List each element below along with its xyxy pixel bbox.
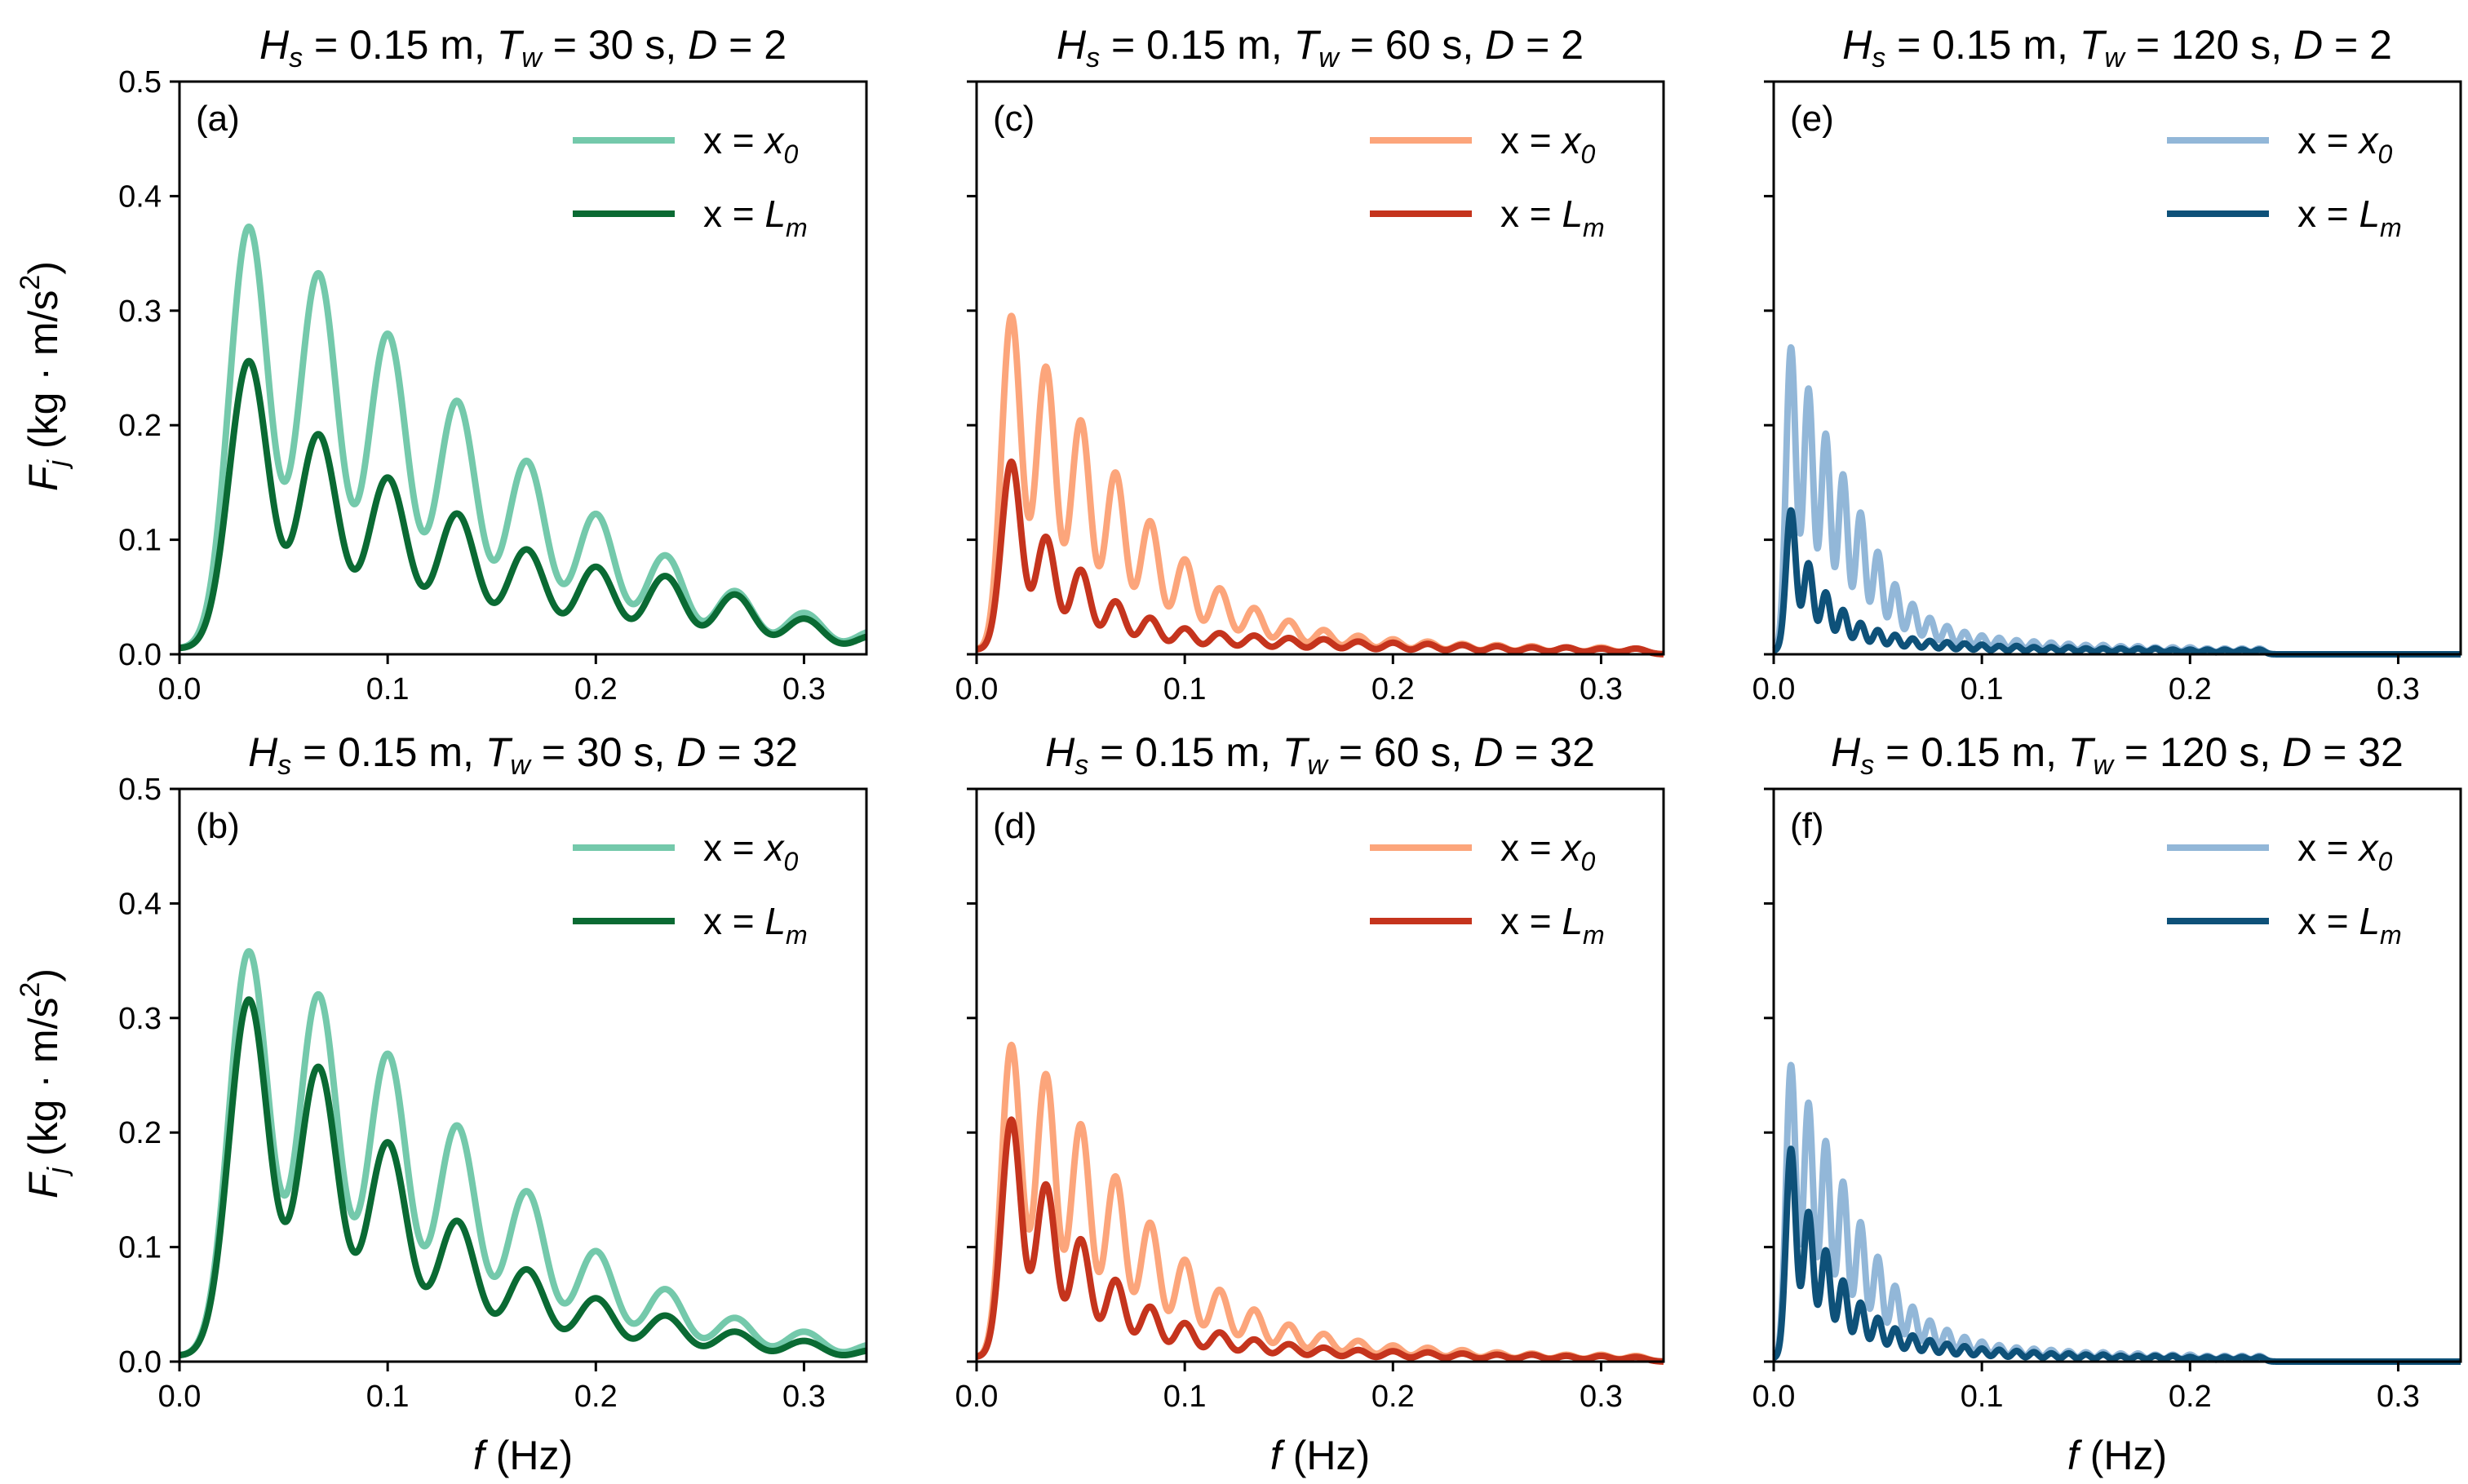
x-tick-label: 0.2 xyxy=(574,1380,618,1414)
x-tick-label: 0.1 xyxy=(1961,1380,2004,1414)
x-tick-label: 0.1 xyxy=(1163,672,1207,707)
axes-frame xyxy=(1772,787,2462,1363)
x-tick-label: 0.0 xyxy=(158,1380,202,1414)
y-axis-label: Fj (kg · m/s2) xyxy=(15,261,73,491)
x-tick-label: 0.3 xyxy=(2377,672,2420,707)
panel-label: (b) xyxy=(196,806,240,846)
x-tick-label: 0.2 xyxy=(2169,672,2212,707)
legend-label-lm: x = Lm xyxy=(703,900,808,950)
series-line-x0 xyxy=(973,1041,1667,1365)
panel-d: Hs = 0.15 m, Tw = 60 s, D = 32 0.0 0.1 0.2 0… xyxy=(955,729,1667,1478)
x-tick-label: 0.0 xyxy=(955,672,999,707)
axes-frame xyxy=(975,80,1665,656)
y-tick-label: 0.4 xyxy=(118,887,162,921)
y-tick-label: 0.2 xyxy=(118,409,162,443)
panel-label: (c) xyxy=(993,99,1035,139)
series-line-x0 xyxy=(176,948,870,1358)
x-tick-label: 0.0 xyxy=(955,1380,999,1414)
x-tick-label: 0.3 xyxy=(2377,1380,2420,1414)
panel-b: Hs = 0.15 m, Tw = 30 s, D = 32 0.0 0.1 0.2 0… xyxy=(15,729,870,1478)
panel-a: Hs = 0.15 m, Tw = 30 s, D = 2 0.0 0.1 0.2 0.… xyxy=(15,22,870,707)
panel-title: Hs = 0.15 m, Tw = 120 s, D = 32 xyxy=(1831,729,2404,781)
x-axis-label: f (Hz) xyxy=(473,1433,573,1478)
series-line-x0 xyxy=(176,223,870,651)
legend-label-lm: x = Lm xyxy=(1500,900,1605,950)
x-tick-label: 0.0 xyxy=(1752,1380,1796,1414)
x-tick-label: 0.1 xyxy=(366,1380,410,1414)
panel-c: Hs = 0.15 m, Tw = 60 s, D = 2 0.0 0.1 0.2 0.… xyxy=(955,22,1667,707)
legend-label-lm: x = Lm xyxy=(2297,900,2402,950)
x-tick-label: 0.2 xyxy=(574,672,618,707)
x-tick-label: 0.2 xyxy=(1371,1380,1415,1414)
y-tick-label: 0.3 xyxy=(118,295,162,329)
y-tick-label: 0.5 xyxy=(118,773,162,807)
panel-label: (f) xyxy=(1790,806,1824,846)
y-tick-label: 0.0 xyxy=(118,638,162,672)
legend-label-lm: x = Lm xyxy=(2297,193,2402,242)
panel-label: (a) xyxy=(196,99,240,139)
legend-label-x0: x = x0 xyxy=(703,119,798,169)
panel-e: Hs = 0.15 m, Tw = 120 s, D = 2 0.0 0.1 0.2 0… xyxy=(1752,22,2464,707)
panel-title: Hs = 0.15 m, Tw = 30 s, D = 2 xyxy=(259,22,786,73)
x-axis-label: f (Hz) xyxy=(2067,1433,2167,1478)
x-tick-label: 0.3 xyxy=(1580,1380,1623,1414)
panel-title: Hs = 0.15 m, Tw = 60 s, D = 2 xyxy=(1057,22,1584,73)
legend-label-lm: x = Lm xyxy=(1500,193,1605,242)
axes-frame xyxy=(975,787,1665,1363)
y-axis-label: Fj (kg · m/s2) xyxy=(15,968,73,1198)
legend-label-x0: x = x0 xyxy=(1500,826,1595,876)
legend-label-x0: x = x0 xyxy=(1500,119,1595,169)
panel-f: Hs = 0.15 m, Tw = 120 s, D = 32 0.0 0.1 0.2… xyxy=(1752,729,2464,1478)
series-line-lm xyxy=(973,458,1667,658)
x-tick-label: 0.0 xyxy=(158,672,202,707)
panel-label: (d) xyxy=(993,806,1037,846)
y-tick-label: 0.4 xyxy=(118,179,162,214)
x-axis-label: f (Hz) xyxy=(1270,1433,1370,1478)
series-line-x0 xyxy=(973,312,1667,658)
y-tick-label: 0.1 xyxy=(118,524,162,558)
x-tick-label: 0.3 xyxy=(782,1380,826,1414)
series-line-x0 xyxy=(1770,343,2464,658)
y-tick-label: 0.0 xyxy=(118,1345,162,1380)
x-tick-label: 0.1 xyxy=(366,672,410,707)
axes-frame xyxy=(1772,80,2462,656)
axes-frame xyxy=(178,787,868,1363)
y-tick-label: 0.5 xyxy=(118,65,162,100)
x-tick-label: 0.1 xyxy=(1163,1380,1207,1414)
y-tick-label: 0.3 xyxy=(118,1002,162,1036)
series-line-lm xyxy=(176,996,870,1359)
y-tick-label: 0.2 xyxy=(118,1116,162,1150)
x-tick-label: 0.0 xyxy=(1752,672,1796,707)
axes-frame xyxy=(178,80,868,656)
series-line-lm xyxy=(1770,507,2464,658)
panel-title: Hs = 0.15 m, Tw = 60 s, D = 32 xyxy=(1045,729,1595,781)
legend-label-x0: x = x0 xyxy=(703,826,798,876)
legend-label-x0: x = x0 xyxy=(2297,119,2392,169)
legend-label-lm: x = Lm xyxy=(703,193,808,242)
series-line-lm xyxy=(176,357,870,652)
series-line-lm xyxy=(973,1116,1667,1365)
panel-title: Hs = 0.15 m, Tw = 120 s, D = 2 xyxy=(1842,22,2392,73)
x-tick-label: 0.2 xyxy=(1371,672,1415,707)
panel-title: Hs = 0.15 m, Tw = 30 s, D = 32 xyxy=(248,729,798,781)
x-tick-label: 0.1 xyxy=(1961,672,2004,707)
x-tick-label: 0.3 xyxy=(782,672,826,707)
x-tick-label: 0.3 xyxy=(1580,672,1623,707)
legend-label-x0: x = x0 xyxy=(2297,826,2392,876)
x-tick-label: 0.2 xyxy=(2169,1380,2212,1414)
panel-label: (e) xyxy=(1790,99,1834,139)
y-tick-label: 0.1 xyxy=(118,1231,162,1265)
